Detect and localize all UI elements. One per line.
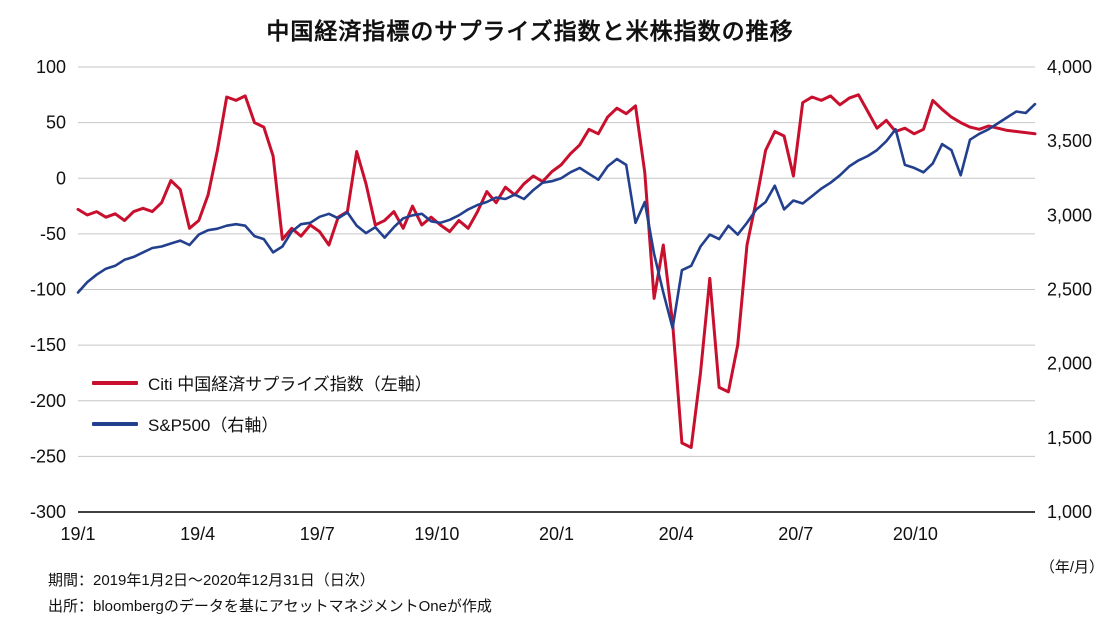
- svg-text:19/10: 19/10: [414, 524, 459, 544]
- svg-text:100: 100: [36, 57, 66, 77]
- left-axis-labels: 100 50 0 -50 -100 -150 -200 -250 -300: [30, 57, 66, 522]
- svg-text:3,500: 3,500: [1047, 131, 1092, 151]
- legend-item-citi-surprise-index: Citi 中国経済サプライズ指数（左軸）: [92, 370, 432, 395]
- svg-text:20/7: 20/7: [778, 524, 813, 544]
- svg-text:-100: -100: [30, 280, 66, 300]
- svg-text:20/4: 20/4: [659, 524, 694, 544]
- svg-text:1,000: 1,000: [1047, 502, 1092, 522]
- svg-text:1,500: 1,500: [1047, 428, 1092, 448]
- legend-item-sp500: S&P500（右軸）: [92, 411, 432, 436]
- footer-period-line: 期間：2019年1月2日～2020年12月31日（日次）: [48, 572, 375, 589]
- chart-title: 中国経済指標のサプライズ指数と米株指数の推移: [266, 18, 794, 44]
- legend-label: S&P500（右軸）: [148, 416, 279, 435]
- x-axis-labels: 19/1 19/4 19/7 19/10 20/1 20/4 20/7 20/10: [60, 524, 937, 544]
- svg-text:20/10: 20/10: [893, 524, 938, 544]
- x-axis-unit-label: （年/月）: [1039, 559, 1104, 576]
- footer-source-line: 出所：bloombergのデータを基にアセットマネジメントOneが作成: [48, 597, 492, 615]
- svg-text:-300: -300: [30, 502, 66, 522]
- series-line-1: [76, 102, 1037, 330]
- svg-text:19/7: 19/7: [300, 524, 335, 544]
- svg-text:2,500: 2,500: [1047, 280, 1092, 300]
- svg-text:20/1: 20/1: [539, 524, 574, 544]
- svg-text:2,000: 2,000: [1047, 354, 1092, 374]
- chart-legend: Citi 中国経済サプライズ指数（左軸） S&P500（右軸）: [92, 370, 432, 436]
- svg-text:-250: -250: [30, 446, 66, 466]
- svg-text:4,000: 4,000: [1047, 57, 1092, 77]
- legend-swatch-red-line: [92, 380, 138, 385]
- svg-text:50: 50: [46, 113, 66, 133]
- svg-text:3,000: 3,000: [1047, 205, 1092, 225]
- svg-text:-50: -50: [40, 224, 66, 244]
- right-axis-labels: 4,000 3,500 3,000 2,500 2,000 1,500 1,000: [1047, 57, 1092, 522]
- chart-footer: 期間：2019年1月2日～2020年12月31日（日次） 出所：bloomber…: [48, 568, 492, 619]
- series-line-0: [76, 93, 1037, 449]
- svg-text:-200: -200: [30, 391, 66, 411]
- legend-swatch-blue-line: [92, 421, 138, 426]
- svg-text:-150: -150: [30, 335, 66, 355]
- legend-label: Citi 中国経済サプライズ指数（左軸）: [148, 375, 432, 394]
- svg-text:0: 0: [56, 168, 66, 188]
- svg-text:19/1: 19/1: [60, 524, 95, 544]
- svg-text:19/4: 19/4: [180, 524, 215, 544]
